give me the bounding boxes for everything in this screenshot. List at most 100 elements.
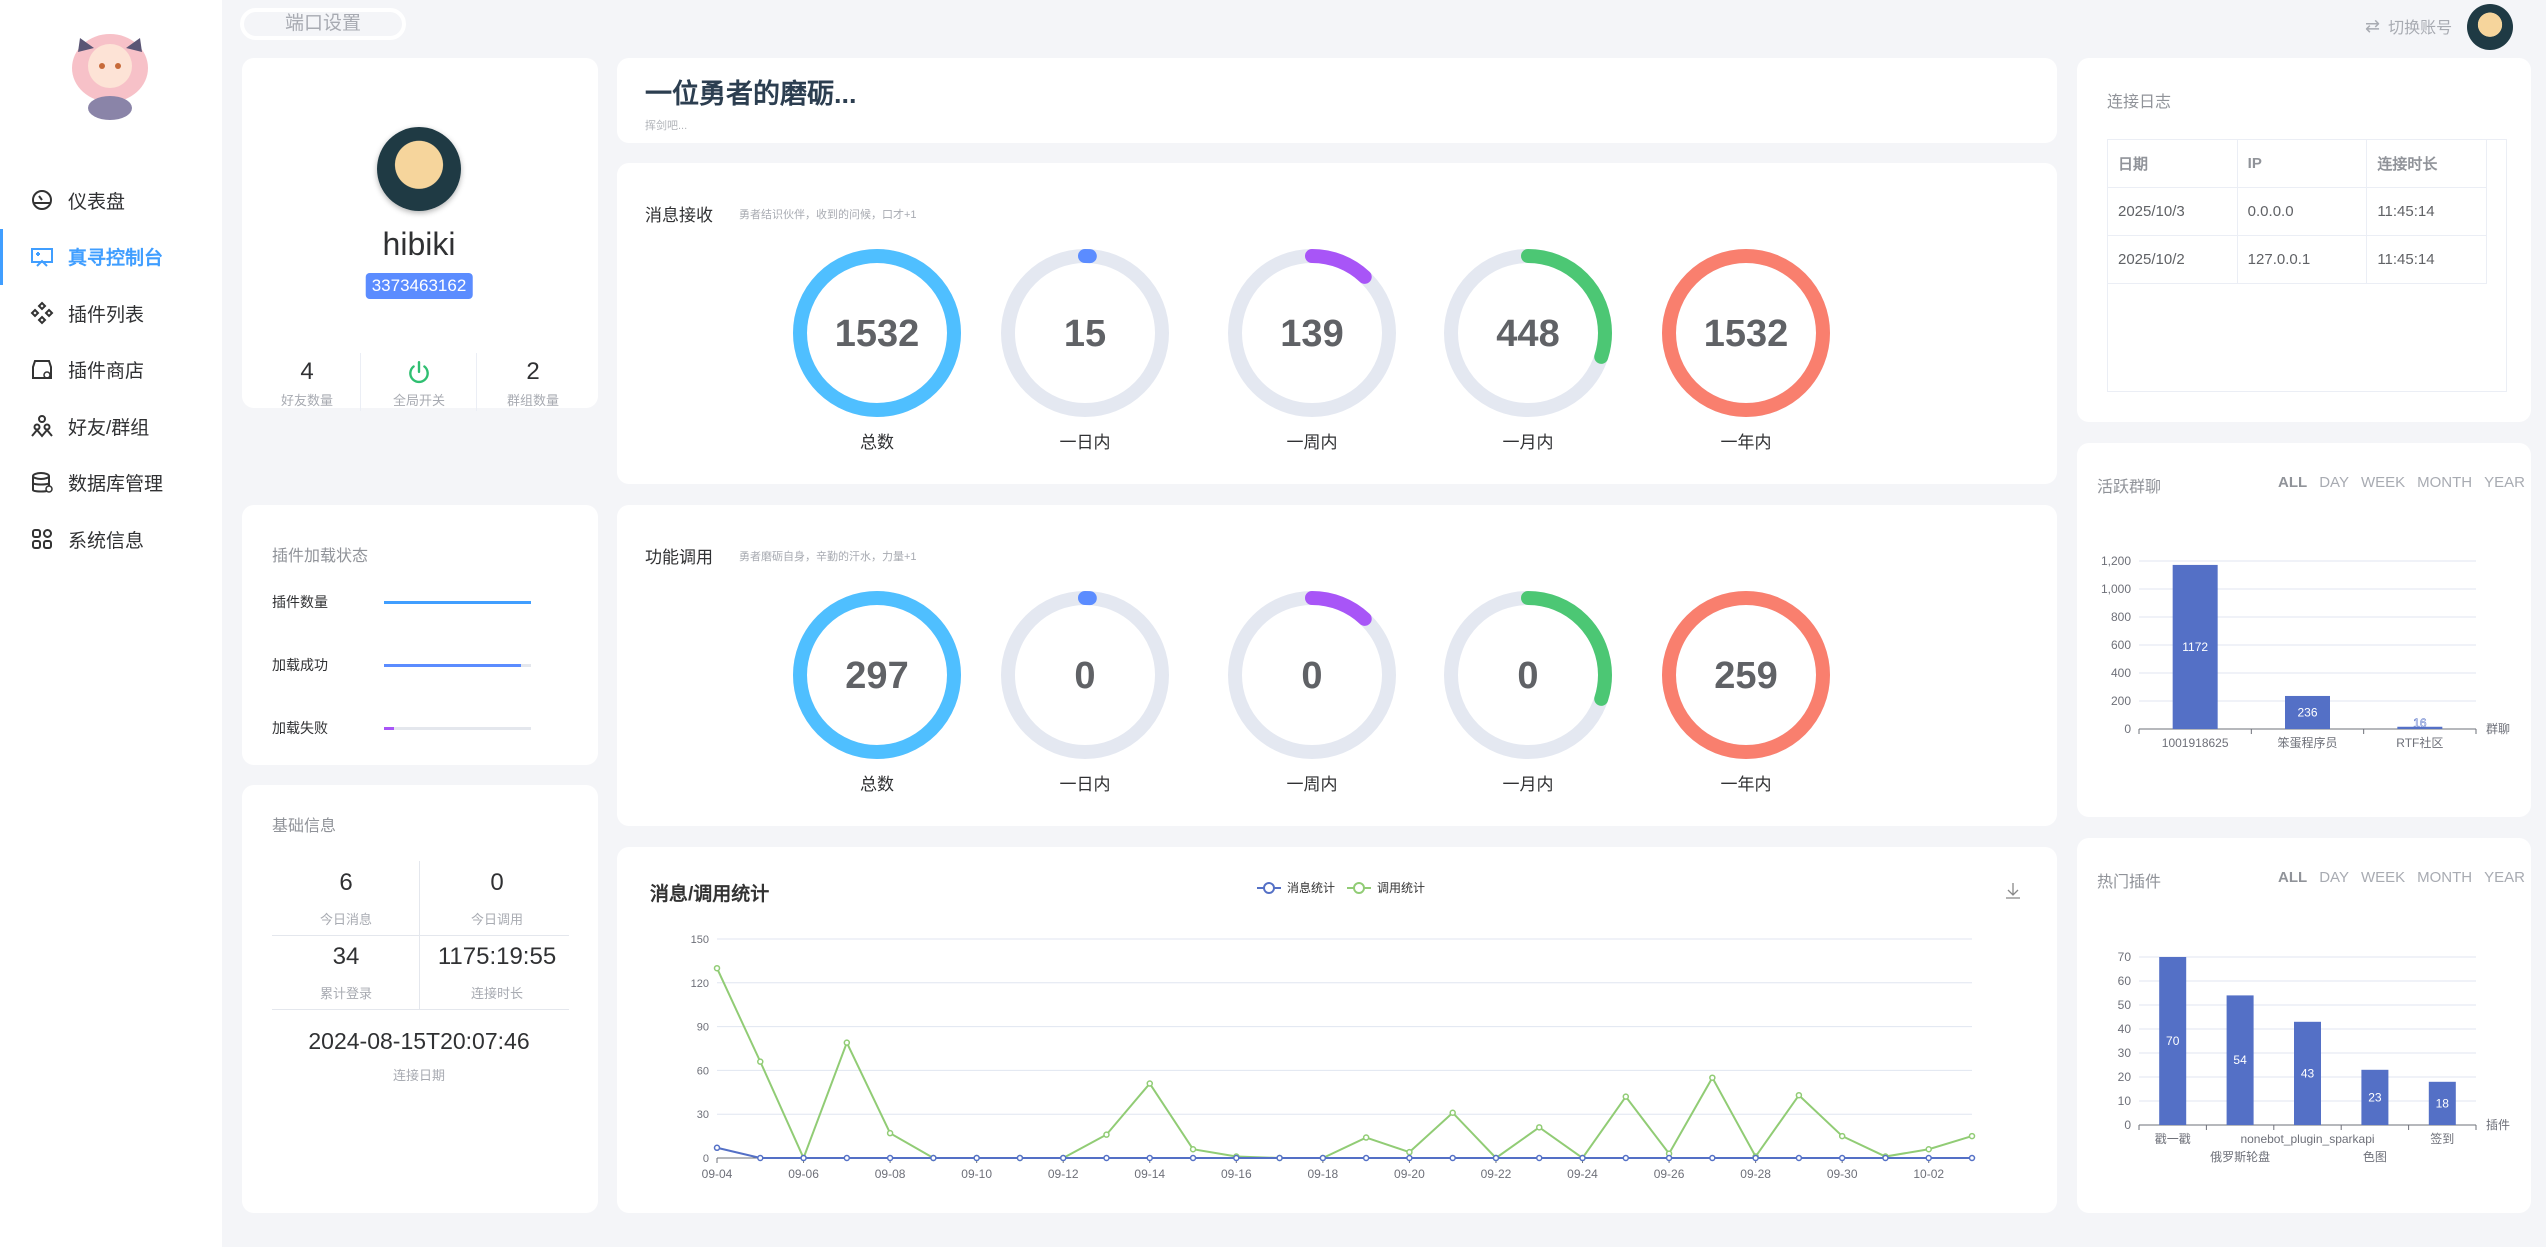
power-toggle-icon[interactable]	[406, 360, 432, 386]
card-title: 连接日志	[2107, 94, 2172, 111]
ring-value: 15	[1063, 313, 1107, 355]
data-point	[843, 1039, 851, 1046]
data-point	[886, 1129, 894, 1137]
period-tabs: ALL DAY WEEK MONTH YEAR	[2266, 869, 2525, 887]
period-tab-day[interactable]: DAY	[2319, 474, 2349, 491]
active-groups-card: 活跃群聊 ALL DAY WEEK MONTH YEAR 0 200 400 600 800 1,…	[2077, 443, 2531, 817]
x-tick-label: 09-12	[1048, 1167, 1079, 1181]
connection-duration-label: 连接时长	[470, 986, 524, 1001]
sidebar-item-6[interactable]: 系统信息	[0, 511, 222, 567]
progress-bar	[384, 664, 531, 667]
today-messages: 6	[339, 869, 353, 896]
data-point	[1059, 1154, 1067, 1162]
y-tick-label: 150	[691, 934, 709, 946]
ring-label: 一周内	[1286, 433, 1338, 452]
x-tick-label: 09-14	[1134, 1167, 1165, 1181]
data-point	[1795, 1154, 1803, 1162]
ring-gauge	[1444, 249, 1612, 417]
period-tab-week[interactable]: WEEK	[2360, 474, 2406, 491]
today-calls: 0	[490, 869, 504, 896]
people-icon	[31, 415, 53, 438]
y-tick-label: 10	[2118, 1094, 2132, 1108]
period-tab-month[interactable]: MONTH	[2417, 474, 2473, 491]
data-point	[1406, 1154, 1413, 1162]
period-tab-day[interactable]: DAY	[2319, 869, 2349, 886]
y-tick-label: 70	[2118, 950, 2132, 964]
x-category-label: 戳一戳	[2155, 1132, 2191, 1146]
sidebar-item-1[interactable]: 真寻控制台	[0, 228, 222, 285]
sidebar-item-4[interactable]: 好友/群组	[0, 398, 222, 454]
sidebar-item-3[interactable]: 插件商店	[0, 342, 222, 398]
period-tabs: ALL DAY WEEK MONTH YEAR	[2266, 474, 2525, 492]
bar-value-label: 43	[2301, 1066, 2315, 1080]
column-header: 日期	[2107, 139, 2238, 188]
username: hibiki	[382, 226, 456, 262]
ring-gauge	[1228, 591, 1396, 759]
y-tick-label: 60	[697, 1065, 709, 1077]
port-settings-button[interactable]: 端口设置	[240, 8, 406, 40]
data-point	[713, 964, 721, 972]
y-tick-label: 60	[2118, 974, 2132, 988]
card-title: 基础信息	[272, 818, 337, 835]
ring-gauge	[1001, 249, 1169, 417]
period-tab-all[interactable]: ALL	[2278, 869, 2308, 886]
card-title: 热门插件	[2097, 874, 2162, 891]
data-point	[1968, 1154, 1976, 1162]
today-messages-label: 今日消息	[319, 912, 373, 927]
y-tick-label: 0	[703, 1153, 709, 1165]
today-calls-label: 今日调用	[470, 912, 524, 927]
download-icon[interactable]	[2003, 881, 2023, 901]
total-logins: 34	[332, 943, 360, 970]
table-cell: 127.0.0.1	[2236, 235, 2368, 284]
sidebar-item-label: 数据库管理	[68, 474, 164, 495]
data-point	[1925, 1145, 1932, 1153]
ring-label: 一日内	[1059, 433, 1111, 452]
ring-progress	[1444, 249, 1612, 417]
ring-label: 一日内	[1059, 775, 1111, 794]
progress-fill	[384, 601, 531, 604]
progress-bar	[384, 601, 531, 604]
user-avatar[interactable]	[2467, 4, 2513, 50]
data-point	[713, 1144, 721, 1152]
period-tab-all[interactable]: ALL	[2278, 474, 2308, 491]
y-tick-label: 20	[2118, 1070, 2132, 1084]
data-point	[1838, 1132, 1846, 1140]
card-title: 功能调用	[645, 548, 713, 567]
ring-progress	[793, 249, 961, 417]
sidebar-item-label: 仪表盘	[68, 191, 126, 213]
ring-value: 1532	[834, 313, 920, 355]
ring-progress	[1001, 249, 1169, 417]
period-tab-week[interactable]: WEEK	[2360, 869, 2406, 886]
data-point	[1579, 1154, 1586, 1162]
x-category-label: 笨蛋程序员	[2277, 735, 2337, 750]
legend-marker	[1263, 882, 1275, 894]
y-tick-label: 0	[2124, 722, 2131, 736]
period-tab-month[interactable]: MONTH	[2417, 869, 2473, 886]
ring-gauge	[1001, 591, 1169, 759]
connection-log-card: 连接日志 日期 IP 连接时长 2025/10/3 0.0.0.0 11:45:14 202…	[2077, 58, 2531, 422]
data-point	[1709, 1074, 1716, 1081]
profile-card: hibiki 3373463162 4 好友数量 全局开关 2 群组数量	[242, 58, 598, 411]
sidebar-item-0[interactable]: 仪表盘	[0, 172, 222, 228]
progress-bar	[384, 727, 531, 730]
switch-account-button[interactable]: ⇄ 切换账号	[2365, 14, 2452, 38]
card-subtitle: 勇者磨砺自身，辛勤的汗水，力量+1	[739, 551, 917, 563]
x-category-label: 签到	[2430, 1131, 2454, 1146]
card-title: 消息接收	[645, 206, 713, 225]
y-tick-label: 120	[691, 978, 709, 990]
period-tab-year[interactable]: YEAR	[2484, 869, 2525, 886]
ring-value: 297	[845, 655, 909, 697]
sidebar-item-2[interactable]: 插件列表	[0, 285, 222, 341]
table-cell: 11:45:14	[2366, 187, 2487, 236]
logo	[72, 34, 148, 120]
data-point	[757, 1058, 764, 1065]
x-category-label: 1001918625	[2162, 736, 2229, 750]
ring-value: 0	[1301, 655, 1323, 697]
ring-label: 总数	[860, 433, 894, 452]
sidebar-item-5[interactable]: 数据库管理	[0, 455, 222, 511]
x-tick-label: 09-30	[1827, 1167, 1858, 1181]
period-tab-year[interactable]: YEAR	[2484, 474, 2525, 491]
ring-progress	[1662, 249, 1830, 417]
y-tick-label: 0	[2124, 1118, 2131, 1132]
x-tick-label: 09-26	[1654, 1167, 1685, 1181]
